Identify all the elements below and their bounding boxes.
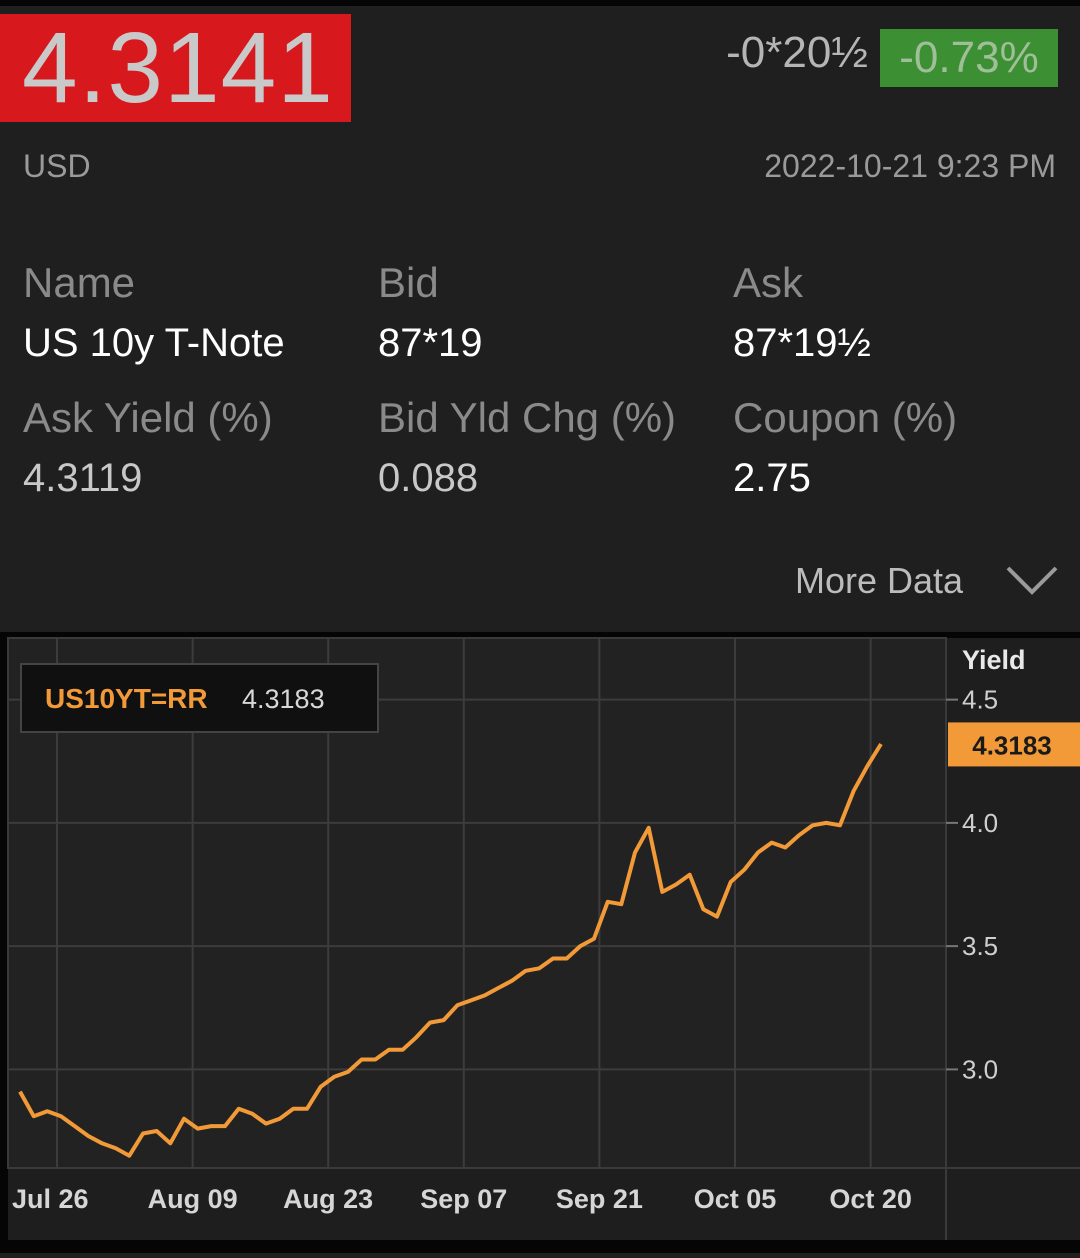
- top-status-strip: [0, 0, 1080, 6]
- quote-timestamp: 2022-10-21 9:23 PM: [764, 148, 1056, 184]
- field-label: Coupon (%): [733, 394, 958, 441]
- last-value-marker: [948, 722, 1080, 767]
- field-value: 0.088: [378, 456, 479, 500]
- y-tick-label: 3.0: [962, 1054, 998, 1084]
- field-label: Name: [23, 259, 136, 306]
- yield-chart-svg: 4.5 4.0 3.5 3.0 Jul 26 Aug 09 Aug 23 Sep 07 Sep…: [7, 637, 1080, 1240]
- field-bid-yield-change: Bid Yld Chg (%) 0.088: [378, 393, 676, 503]
- y-tick-label: 4.5: [962, 685, 998, 715]
- x-tick-label: Aug 23: [283, 1184, 373, 1214]
- field-value: 2.75: [733, 456, 811, 500]
- ric-legend-box: [20, 663, 379, 733]
- field-value: 4.3119: [23, 456, 143, 500]
- field-ask: Ask 87*19½: [733, 258, 871, 368]
- field-label: Bid Yld Chg (%): [378, 394, 677, 441]
- net-change: -0*20½: [726, 28, 868, 77]
- percent-change-badge: -0.73%: [880, 29, 1058, 87]
- chevron-down-icon[interactable]: [1006, 564, 1058, 596]
- field-value: US 10y T-Note: [23, 321, 285, 365]
- yield-chart: 4.5 4.0 3.5 3.0 Jul 26 Aug 09 Aug 23 Sep 07 Sep…: [0, 632, 1080, 1253]
- x-tick-label: Sep 07: [420, 1184, 507, 1214]
- field-label: Bid: [378, 259, 439, 306]
- y-tick-label: 4.0: [962, 808, 998, 838]
- x-tick-label: Oct 05: [694, 1184, 777, 1214]
- currency-label: USD: [23, 148, 91, 184]
- ric-code: US10YT=RR: [45, 683, 208, 714]
- field-coupon: Coupon (%) 2.75: [733, 393, 957, 503]
- last-price: 4.3141: [0, 14, 351, 122]
- ric-legend: US10YT=RR 4.3183: [20, 663, 379, 733]
- more-data-label: More Data: [795, 560, 964, 601]
- field-value: 87*19: [378, 321, 483, 365]
- field-value: 87*19½: [733, 321, 871, 365]
- y-tick-label: 3.5: [962, 931, 998, 961]
- x-tick-label: Jul 26: [12, 1184, 89, 1214]
- more-data-button[interactable]: More Data: [795, 560, 963, 602]
- field-name: Name US 10y T-Note: [23, 258, 285, 368]
- y-axis-panel: [946, 638, 1080, 1168]
- ric-value: 4.3183: [242, 684, 325, 714]
- y-axis-title: Yield: [962, 645, 1026, 675]
- field-ask-yield: Ask Yield (%) 4.3119: [23, 393, 273, 503]
- x-tick-label: Aug 09: [148, 1184, 238, 1214]
- x-axis-panel: [8, 1168, 1080, 1240]
- field-label: Ask: [733, 259, 804, 306]
- series-line: [18, 742, 883, 1158]
- x-tick-label: Oct 20: [829, 1184, 912, 1214]
- x-tick-label: Sep 21: [556, 1184, 643, 1214]
- field-label: Ask Yield (%): [23, 394, 273, 441]
- field-bid: Bid 87*19: [378, 258, 483, 368]
- last-value-label: 4.3183: [972, 730, 1052, 760]
